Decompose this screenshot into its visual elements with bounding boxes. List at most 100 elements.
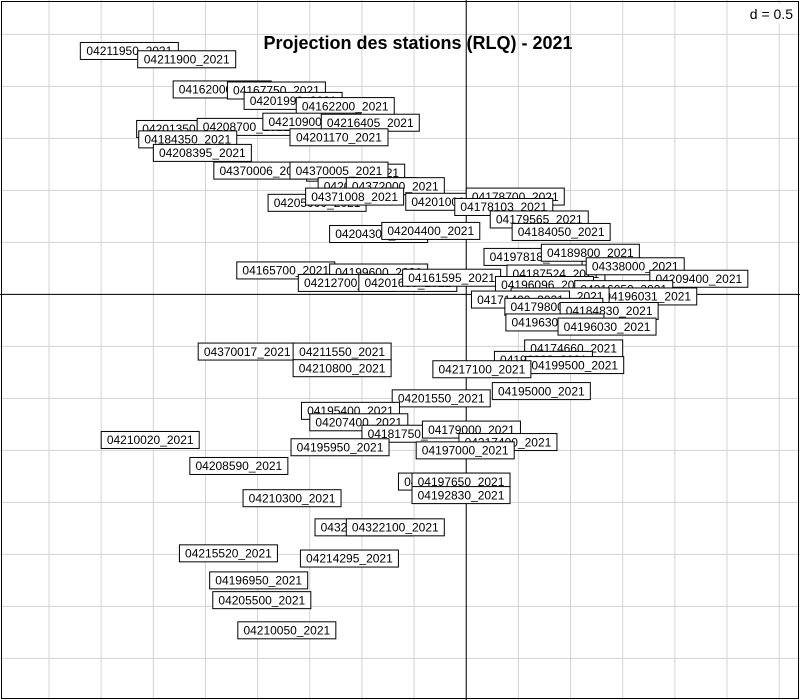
station-label: 04162200_2021 — [295, 97, 395, 116]
station-label: 04208590_2021 — [189, 456, 289, 475]
station-label-box — [345, 518, 445, 537]
station-label: 04322100_2021 — [345, 518, 445, 537]
scale-label-background — [734, 4, 796, 24]
station-label-box — [237, 621, 337, 640]
station-label-text: 04214295_2021 — [306, 552, 393, 566]
station-label-text: 04210020_2021 — [107, 433, 194, 447]
station-label-box — [381, 221, 481, 240]
station-label-box — [411, 486, 511, 505]
station-label-text: 04370006_2021 — [219, 164, 306, 178]
station-label-box — [152, 143, 252, 162]
station-label-text: 04322100_2021 — [352, 521, 439, 535]
station-label: 04189800_2021 — [540, 243, 640, 262]
station-label-text: 04208590_2021 — [195, 459, 282, 473]
station-label-box — [189, 456, 289, 475]
station-label: 04370005_2021 — [289, 161, 389, 180]
station-label-box — [137, 50, 237, 69]
station-label-text: 04210300_2021 — [249, 491, 336, 505]
station-label-text: 04196030_2021 — [564, 320, 651, 334]
station-label-text: 04189800_2021 — [547, 246, 634, 260]
station-label-text: 04208395_2021 — [159, 146, 246, 160]
station-label-text: 04205500_2021 — [218, 593, 305, 607]
station-label-text: 04161595_2021 — [408, 271, 495, 285]
station-label-text: 04204400_2021 — [387, 224, 474, 238]
station-label-text: 04197650_2021 — [418, 475, 505, 489]
station-label-text: 04216405_2021 — [327, 116, 414, 130]
station-label: 04196030_2021 — [557, 317, 657, 336]
station-label: 04217100_2021 — [432, 360, 532, 379]
station-label-box — [289, 128, 389, 147]
station-label: 04208395_2021 — [152, 143, 252, 162]
station-label: 04192830_2021 — [411, 486, 511, 505]
station-label: 04199500_2021 — [525, 356, 625, 375]
station-label: 04195950_2021 — [290, 438, 390, 457]
station-label: 04216405_2021 — [320, 113, 420, 132]
station-label-box — [242, 489, 342, 508]
station-label-text: 04184050_2021 — [518, 225, 605, 239]
station-label-text: 04217100_2021 — [438, 362, 525, 376]
station-label-text: 04371008_2021 — [311, 190, 398, 204]
station-label-text: 04196950_2021 — [215, 574, 302, 588]
station-label: 04204400_2021 — [381, 221, 481, 240]
station-label-box — [432, 360, 532, 379]
station-label: 04195000_2021 — [491, 382, 591, 401]
station-label-box — [491, 382, 591, 401]
station-label: 04201550_2021 — [391, 389, 491, 408]
station-label: 04214295_2021 — [299, 549, 399, 568]
station-label-box — [415, 441, 515, 460]
station-label: 04370006_2021 — [213, 161, 313, 180]
station-label: 04196950_2021 — [209, 571, 309, 590]
station-label: 04209400_2021 — [649, 269, 749, 288]
station-label-text: 04209400_2021 — [655, 272, 742, 286]
station-label: 04210800_2021 — [292, 359, 392, 378]
station-label: 04215520_2021 — [178, 544, 278, 563]
station-label-box — [212, 591, 312, 610]
station-label-box — [305, 187, 405, 206]
station-label-text: 04162200_2021 — [302, 99, 389, 113]
station-label-text: 04199500_2021 — [531, 358, 618, 372]
station-label-text: 04192830_2021 — [418, 488, 505, 502]
station-label: 04210300_2021 — [242, 489, 342, 508]
station-label: 04205500_2021 — [212, 591, 312, 610]
station-label-box — [290, 438, 390, 457]
station-label: 04210050_2021 — [237, 621, 337, 640]
station-label-text: 04196031_2021 — [604, 290, 691, 304]
station-label-text: 04197000_2021 — [422, 444, 509, 458]
station-label-text: 04184350_2021 — [144, 133, 231, 147]
station-label-box — [100, 430, 200, 449]
station-label: 04197000_2021 — [415, 441, 515, 460]
station-label: 04201170_2021 — [289, 128, 389, 147]
station-label: 04161595_2021 — [402, 268, 502, 287]
station-label: 04211550_2021 — [292, 342, 392, 361]
station-label-text: 04215520_2021 — [185, 547, 272, 561]
station-label-text: 04201170_2021 — [296, 130, 382, 144]
station-label: 04210020_2021 — [100, 430, 200, 449]
station-label-text: 04210050_2021 — [243, 624, 330, 638]
station-label: 04371008_2021 — [305, 187, 405, 206]
station-label-text: 04211900_2021 — [144, 52, 230, 66]
station-label: 04211900_2021 — [137, 50, 237, 69]
station-label-box — [299, 549, 399, 568]
station-label-text: 04195000_2021 — [498, 384, 585, 398]
station-label-box — [557, 317, 657, 336]
station-label-box — [209, 571, 309, 590]
chart-title: Projection des stations (RLQ) - 2021 — [263, 33, 572, 53]
station-label-box — [178, 544, 278, 563]
station-label-box — [292, 359, 392, 378]
station-labels: 04211950_202104211900_202104162000_20210… — [79, 41, 749, 640]
scale-label: d = 0.5 — [750, 6, 793, 22]
station-label: 04197650_2021 — [411, 472, 511, 491]
station-label-text: 04201550_2021 — [398, 392, 485, 406]
station-label-text: 04370017_2021 — [204, 345, 291, 359]
station-label-box — [391, 389, 491, 408]
station-label: 04370017_2021 — [197, 342, 297, 361]
station-label-text: 04195950_2021 — [297, 440, 384, 454]
station-label-box — [511, 222, 611, 241]
station-label-text: 04210800_2021 — [299, 361, 386, 375]
station-label-text: 04370005_2021 — [296, 164, 383, 178]
station-label-text: 04211550_2021 — [299, 345, 385, 359]
